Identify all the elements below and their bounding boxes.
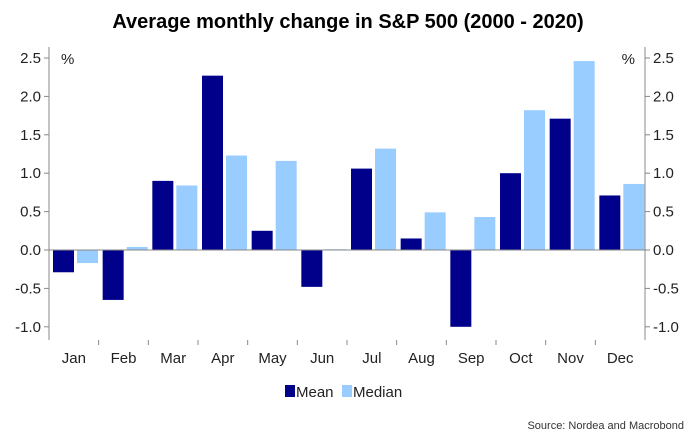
right-tick-label: 0.5 — [653, 204, 674, 221]
bar-median-nov — [573, 61, 595, 251]
category-label: Nov — [557, 350, 584, 367]
category-label: Sep — [458, 350, 485, 367]
category-label: Aug — [408, 350, 435, 367]
bar-mean-sep — [450, 250, 472, 327]
left-tick-label: -0.5 — [15, 280, 41, 297]
bar-mean-feb — [102, 250, 124, 300]
bar-mean-jan — [53, 250, 74, 273]
bar-median-apr — [226, 155, 247, 250]
bar-mean-oct — [500, 173, 521, 250]
bar-mean-jul — [351, 168, 372, 250]
bar-median-sep — [474, 216, 496, 250]
category-label: Oct — [509, 350, 533, 367]
category-label: Mar — [160, 350, 186, 367]
category-labels: Jan Feb Mar Apr May Jun Jul Aug Sep Oct Nov Dec — [62, 340, 634, 367]
left-axis-ticks: -1.0 -0.5 0.0 0.5 1.0 1.5 2.0 2.5 — [15, 50, 49, 336]
legend-swatch-mean — [285, 385, 295, 397]
right-tick-label: 2.0 — [653, 88, 674, 105]
source-note: Source: Nordea and Macrobond — [527, 420, 684, 432]
right-tick-label: 0.0 — [653, 242, 674, 259]
bar-median-jan — [77, 250, 98, 264]
chart-title: Average monthly change in S&P 500 (2000 … — [112, 11, 583, 33]
bar-mean-may — [251, 230, 273, 250]
legend-swatch-median — [342, 385, 352, 397]
left-tick-label: 1.5 — [20, 127, 41, 144]
left-tick-label: -1.0 — [15, 319, 41, 336]
right-unit-label: % — [622, 51, 635, 68]
bar-mean-mar — [152, 180, 174, 250]
legend-label-median: Median — [353, 384, 402, 401]
bar-mean-nov — [549, 118, 571, 250]
bar-median-mar — [176, 185, 198, 250]
category-label: May — [258, 350, 287, 367]
left-unit-label: % — [61, 51, 74, 68]
category-label: Jan — [62, 350, 86, 367]
bar-median-oct — [524, 110, 545, 250]
left-tick-label: 2.0 — [20, 88, 41, 105]
bar-median-aug — [424, 212, 446, 250]
category-label: Apr — [211, 350, 234, 367]
left-tick-label: 1.0 — [20, 165, 41, 182]
bar-median-may — [275, 160, 297, 250]
bar-median-jul — [375, 148, 396, 250]
category-label: Dec — [607, 350, 634, 367]
right-tick-label: 2.5 — [653, 50, 674, 67]
category-label: Jul — [362, 350, 381, 367]
bar-mean-aug — [400, 238, 422, 250]
bar-mean-apr — [202, 75, 223, 250]
left-tick-label: 0.0 — [20, 242, 41, 259]
right-tick-label: 1.0 — [653, 165, 674, 182]
category-label: Feb — [111, 350, 137, 367]
left-tick-label: 2.5 — [20, 50, 41, 67]
legend-label-mean: Mean — [296, 384, 334, 401]
right-axis-ticks: -1.0 -0.5 0.0 0.5 1.0 1.5 2.0 2.5 — [645, 50, 679, 336]
left-tick-label: 0.5 — [20, 204, 41, 221]
bar-mean-dec — [599, 195, 621, 250]
bars — [53, 61, 645, 327]
category-label: Jun — [310, 350, 334, 367]
bar-median-dec — [623, 183, 645, 250]
right-tick-label: -0.5 — [653, 280, 679, 297]
legend: Mean Median — [285, 384, 402, 401]
right-tick-label: -1.0 — [653, 319, 679, 336]
bar-mean-jun — [301, 250, 323, 287]
right-tick-label: 1.5 — [653, 127, 674, 144]
bar-median-feb — [126, 246, 148, 250]
